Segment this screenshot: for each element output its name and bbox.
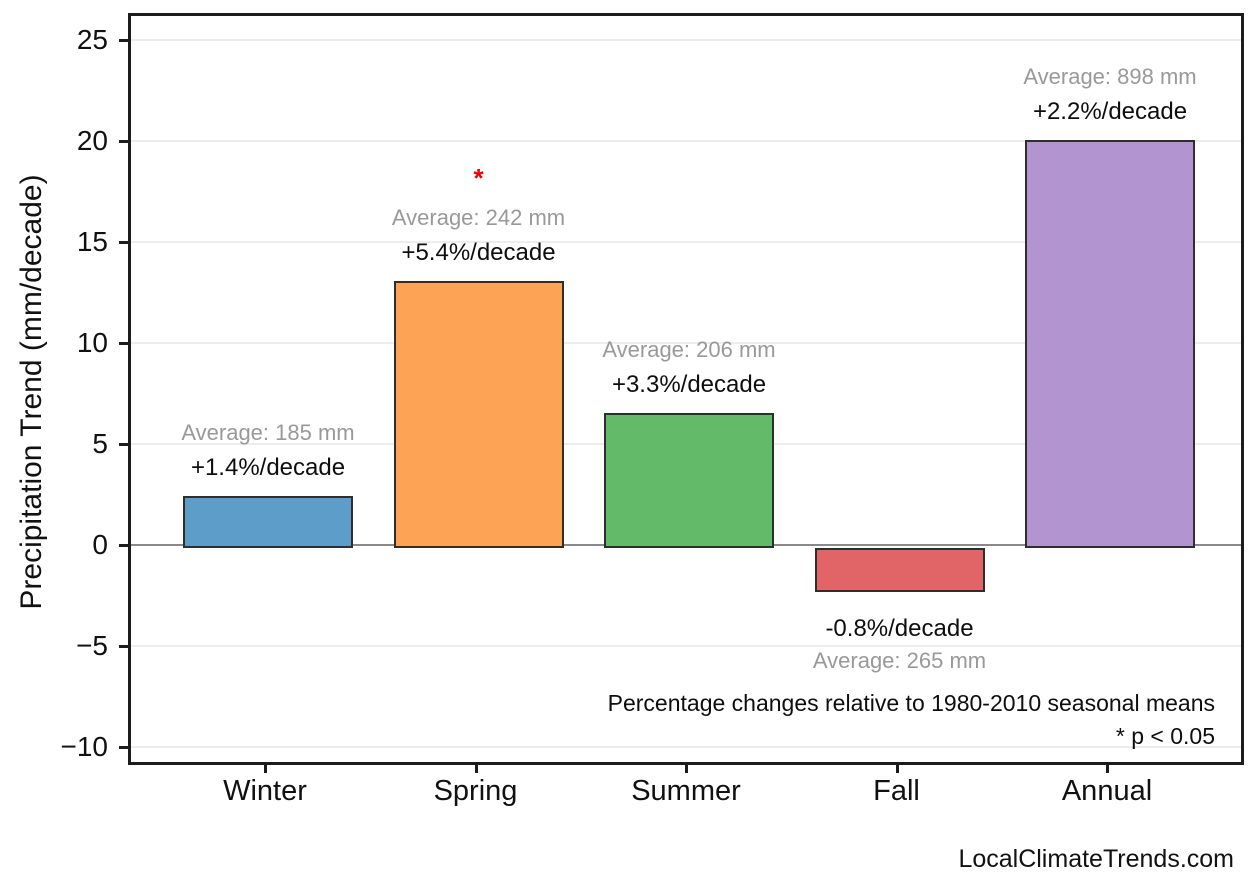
y-tick-label: −10: [60, 731, 109, 763]
y-tick-label: 10: [76, 327, 108, 359]
avg-label: Average: 206 mm: [602, 336, 776, 362]
y-tick-label: 25: [76, 24, 108, 56]
y-tick-label: −5: [76, 630, 108, 662]
pct-label: +3.3%/decade: [611, 370, 767, 398]
y-tick-label: 0: [92, 529, 108, 561]
y-tick-mark: [119, 544, 128, 548]
y-tick-label: 20: [76, 125, 108, 157]
x-tick-mark: [895, 765, 899, 773]
bar-fall: [814, 548, 985, 593]
gridline: [131, 241, 1241, 244]
x-tick-label: Annual: [1061, 775, 1153, 807]
y-tick-mark: [119, 39, 128, 43]
y-tick-mark: [119, 746, 128, 750]
x-tick-mark: [474, 765, 478, 773]
gridline: [131, 342, 1241, 345]
avg-label: Average: 265 mm: [812, 648, 987, 674]
avg-label: Average: 242 mm: [391, 205, 566, 231]
y-tick-mark: [119, 645, 128, 649]
pct-label: +2.2%/decade: [1032, 98, 1188, 126]
x-tick-label: Summer: [631, 775, 741, 807]
avg-label: Average: 898 mm: [1023, 64, 1197, 90]
y-tick-mark: [119, 342, 128, 346]
bar-winter: [183, 495, 353, 549]
gridline: [131, 746, 1241, 749]
pct-label: -0.8%/decade: [825, 615, 974, 643]
y-tick-mark: [119, 443, 128, 447]
x-tick-mark: [264, 765, 267, 773]
x-tick-mark: [1106, 765, 1109, 773]
bar-spring: [393, 281, 564, 549]
watermark: LocalClimateTrends.com: [958, 845, 1234, 873]
plot-area: +1.4%/decade Average: 185 mm +5.4%/decade A…: [128, 13, 1244, 765]
y-tick-label: 5: [92, 428, 108, 460]
y-tick-mark: [119, 241, 128, 245]
gridline: [131, 39, 1241, 42]
significance-star: *: [473, 163, 484, 194]
x-tick-mark: [685, 765, 688, 773]
y-tick-label: 15: [76, 226, 108, 258]
x-tick-label: Fall: [873, 775, 920, 807]
gridline: [131, 645, 1241, 648]
footnote-line-1: Percentage changes relative to 1980-2010…: [607, 690, 1215, 716]
footnote: Percentage changes relative to 1980-2010…: [608, 687, 1215, 753]
x-tick-label: Spring: [433, 775, 518, 807]
gridline: [131, 140, 1241, 143]
avg-label: Average: 185 mm: [181, 419, 355, 445]
bar-annual: [1025, 140, 1195, 549]
x-tick-label: Winter: [223, 775, 307, 807]
bar-summer: [604, 412, 774, 549]
pct-label: +5.4%/decade: [401, 239, 556, 267]
footnote-line-2: * p < 0.05: [1115, 723, 1215, 749]
pct-label: +1.4%/decade: [190, 453, 346, 481]
y-tick-mark: [119, 140, 128, 144]
